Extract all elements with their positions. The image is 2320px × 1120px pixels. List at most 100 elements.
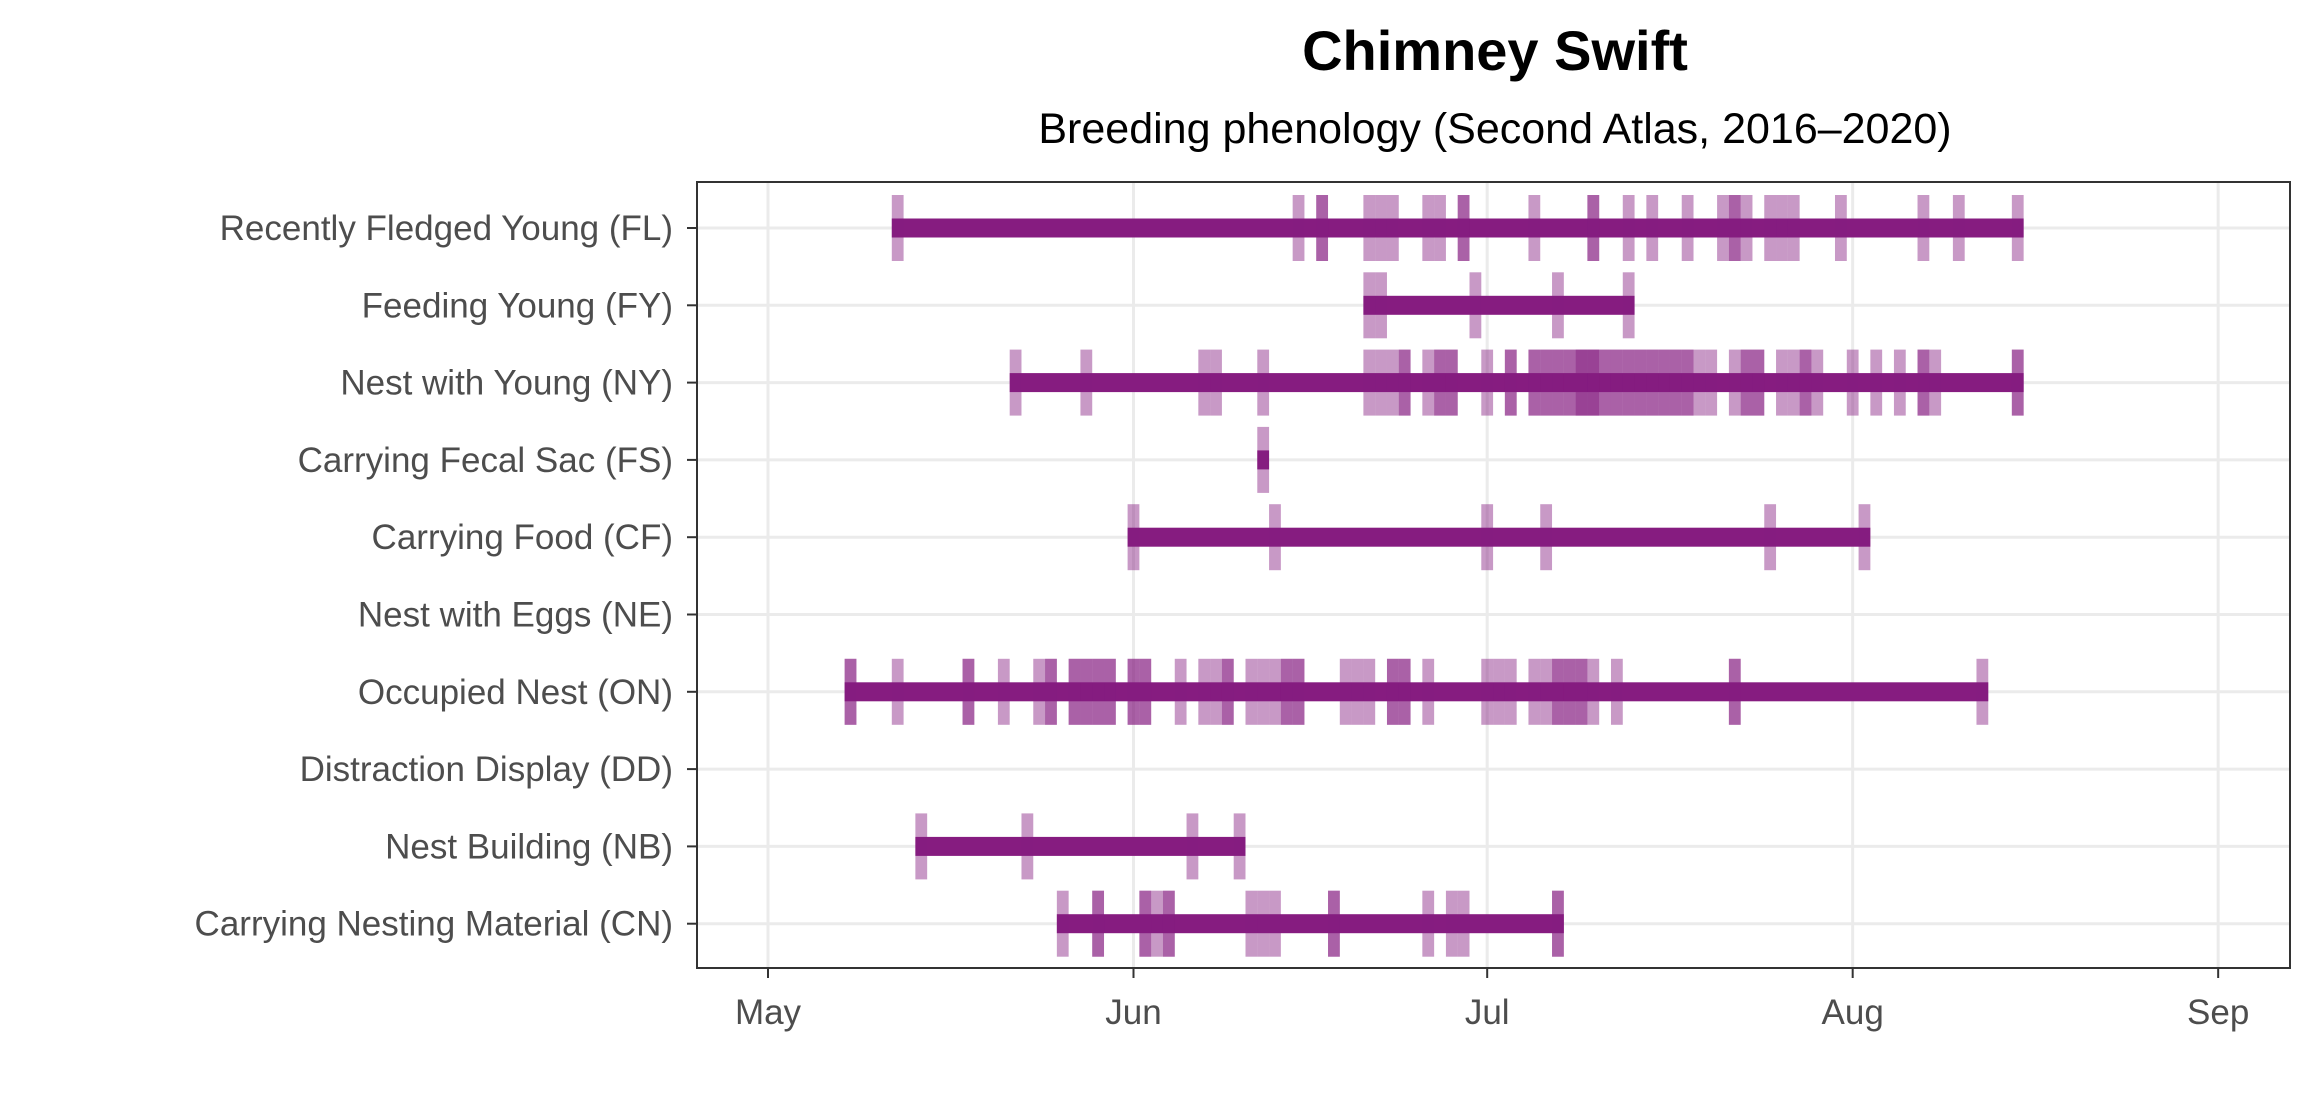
observation-tick (1575, 349, 1588, 416)
observation-tick (1728, 195, 1741, 261)
y-tick-label: Nest with Young (NY) (340, 364, 673, 403)
observation-tick (1363, 658, 1376, 725)
observation-tick (1162, 890, 1175, 957)
observation-tick (1257, 658, 1270, 725)
x-tick-label: Jun (1105, 993, 1161, 1032)
y-tick-label: Distraction Display (DD) (300, 750, 673, 789)
observation-tick (1552, 349, 1564, 416)
observation-tick (1658, 349, 1670, 416)
observation-tick (1257, 426, 1270, 493)
range-bar (1127, 527, 1871, 547)
observation-tick (891, 658, 904, 725)
observation-tick (1139, 658, 1152, 725)
observation-tick (1752, 349, 1765, 416)
observation-tick (997, 658, 1010, 725)
observation-tick (1917, 349, 1930, 416)
observation-tick (1799, 349, 1812, 416)
observation-tick (1363, 349, 1376, 416)
observation-tick (1634, 349, 1647, 416)
observation-tick (1092, 658, 1105, 725)
observation-tick (1139, 890, 1152, 957)
observation-tick (1669, 349, 1682, 416)
observation-tick (1092, 890, 1105, 957)
observation-tick (1245, 658, 1258, 725)
observation-tick (1952, 195, 1965, 261)
observation-tick (1457, 195, 1470, 261)
observation-tick (1080, 349, 1093, 416)
observation-tick (1186, 813, 1199, 880)
x-tick-label: Sep (2187, 993, 2249, 1032)
observation-tick (1528, 349, 1541, 416)
y-tick-label: Carrying Fecal Sac (FS) (298, 441, 673, 480)
observation-tick (1481, 349, 1494, 416)
y-tick-label: Nest Building (NB) (385, 827, 673, 866)
observation-tick (1245, 890, 1258, 957)
observation-tick (915, 813, 928, 880)
observation-tick (1893, 349, 1906, 416)
observation-tick (1422, 349, 1435, 416)
observation-tick (1552, 890, 1564, 957)
observation-tick (1705, 349, 1718, 416)
observation-tick (1445, 890, 1458, 957)
observation-tick (1363, 195, 1376, 261)
observation-tick (1375, 195, 1387, 261)
observation-tick (2011, 195, 2024, 261)
observation-tick (1717, 195, 1729, 261)
y-tick-label: Recently Fledged Young (FL) (220, 209, 673, 248)
observation-tick (891, 195, 904, 261)
data-marks (844, 195, 2024, 957)
observation-tick (1398, 349, 1411, 416)
observation-tick (1021, 813, 1034, 880)
range-bar (915, 836, 1246, 856)
observation-tick (1292, 658, 1305, 725)
chart-subtitle: Breeding phenology (Second Atlas, 2016–2… (1038, 105, 1951, 153)
observation-tick (1033, 658, 1046, 725)
observation-tick (1587, 349, 1600, 416)
observation-tick (1728, 658, 1741, 725)
observation-tick (1104, 658, 1116, 725)
observation-tick (1269, 658, 1281, 725)
observation-tick (1481, 658, 1494, 725)
observation-tick (1422, 890, 1435, 957)
observation-tick (1740, 195, 1753, 261)
observation-tick (1398, 349, 1411, 416)
observation-tick (1764, 195, 1777, 261)
observation-tick (1740, 349, 1753, 416)
observation-tick (1646, 349, 1659, 416)
observation-tick (1127, 658, 1140, 725)
observation-tick (1575, 658, 1588, 725)
observation-tick (1634, 349, 1647, 416)
observation-tick (1434, 349, 1446, 416)
observation-tick (1610, 658, 1623, 725)
observation-tick (1787, 195, 1800, 261)
observation-tick (1552, 272, 1564, 339)
range-bar (1257, 450, 1270, 470)
observation-tick (1575, 349, 1588, 416)
observation-tick (1292, 195, 1305, 261)
plot-panel-border (696, 181, 2291, 969)
observation-tick (1563, 658, 1576, 725)
y-tick-label: Carrying Food (CF) (372, 518, 673, 557)
observation-tick (1045, 658, 1057, 725)
observation-tick (1493, 658, 1505, 725)
observation-tick (1504, 349, 1517, 416)
range-bar (891, 218, 2024, 238)
observation-tick (1210, 658, 1222, 725)
observation-tick (1104, 658, 1116, 725)
observation-tick (1776, 349, 1788, 416)
observation-tick (1139, 658, 1152, 725)
observation-tick (1375, 349, 1387, 416)
observation-tick (1269, 890, 1281, 957)
y-axis: Recently Fledged Young (FL) Feeding Young… (195, 209, 697, 944)
observation-tick (1587, 349, 1600, 416)
observation-tick (1080, 658, 1093, 725)
range-bar (1009, 373, 2024, 393)
observation-tick (1257, 349, 1270, 416)
observation-tick (1858, 504, 1871, 571)
observation-tick (1681, 349, 1694, 416)
observation-tick (1929, 349, 1942, 416)
observation-tick (1540, 349, 1553, 416)
observation-tick (1563, 349, 1576, 416)
observation-tick (1280, 658, 1293, 725)
